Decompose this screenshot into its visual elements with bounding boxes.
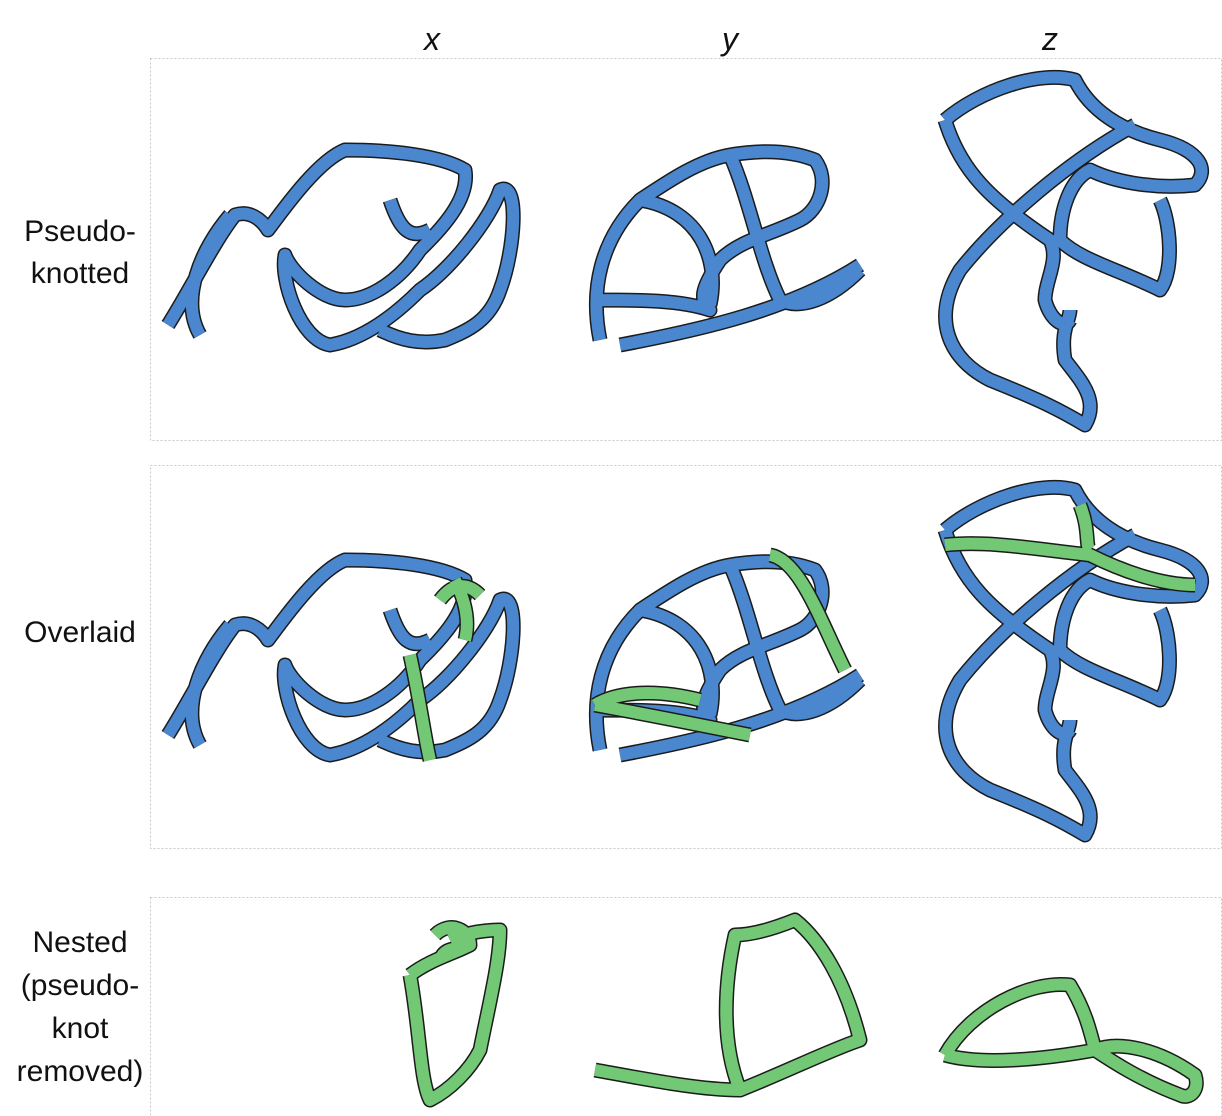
ribbon	[596, 152, 860, 345]
row-label: knot	[52, 1012, 109, 1045]
ribbon	[595, 920, 860, 1090]
row-label: Overlaid	[24, 616, 136, 649]
row-label: knotted	[31, 257, 129, 290]
row-label: Nested	[32, 926, 127, 959]
column-header: x	[422, 21, 441, 57]
figure: x y z Pseudo- knotted Overlaid Nested (p…	[0, 0, 1222, 1116]
row-label: (pseudo-	[21, 969, 139, 1002]
row-label: removed)	[17, 1055, 144, 1088]
row-label: Pseudo-	[24, 215, 136, 248]
ribbon	[945, 77, 1202, 425]
column-header: z	[1041, 21, 1058, 57]
ribbon	[945, 984, 1196, 1096]
ribbon	[168, 150, 513, 345]
ribbon	[410, 928, 500, 1100]
column-header: y	[720, 21, 740, 57]
